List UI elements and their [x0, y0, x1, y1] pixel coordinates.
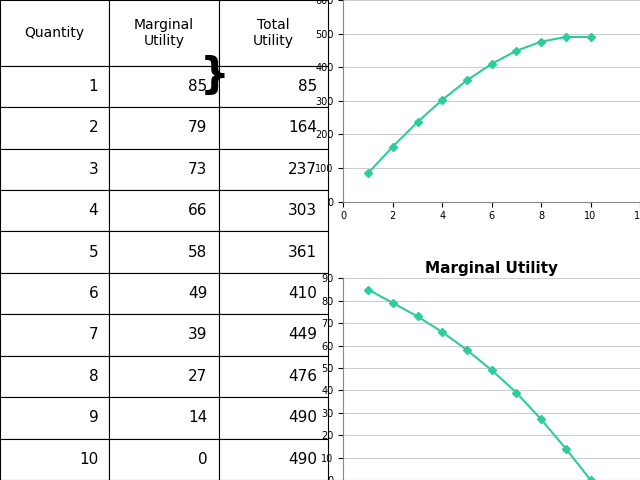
Title: Marginal Utility: Marginal Utility: [425, 261, 558, 276]
Text: }: }: [200, 55, 230, 97]
